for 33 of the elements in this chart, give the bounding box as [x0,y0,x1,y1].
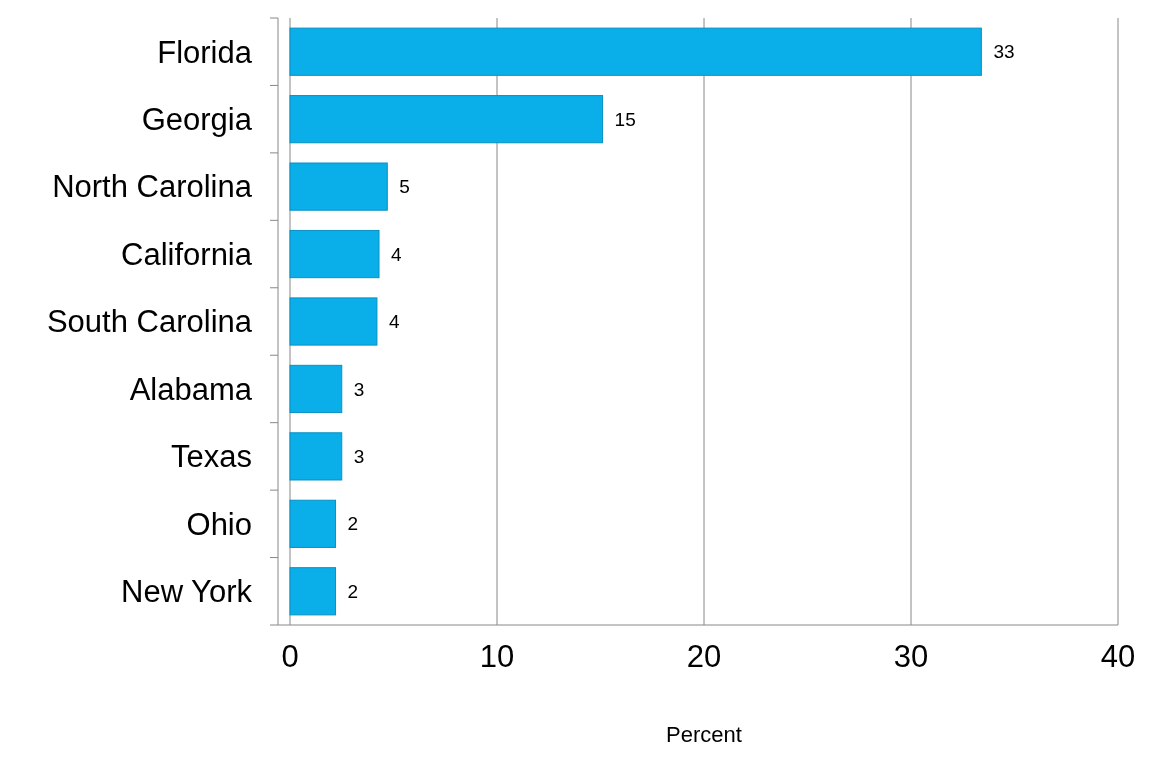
x-axis-title: Percent [666,722,742,747]
bar [289,162,388,211]
bar [289,432,343,481]
data-label: 33 [993,41,1015,63]
y-tick-label: Alabama [129,371,253,407]
data-label: 4 [388,311,400,333]
bar [289,27,982,76]
y-tick-label: Florida [157,34,253,70]
x-tick-label: 0 [281,639,299,674]
bar [289,297,378,346]
bar [289,364,343,414]
data-label: 3 [353,378,365,400]
y-tick-label: New York [121,574,253,610]
y-tick-label: South Carolina [46,304,253,340]
data-label: 15 [614,108,636,130]
data-label: 2 [347,513,359,535]
data-label: 4 [391,243,403,265]
y-tick-label: North Carolina [52,169,253,205]
bar [289,499,337,548]
x-tick-label: 30 [893,639,929,674]
bar [289,95,604,144]
bar [289,229,380,279]
x-tick-label: 10 [479,639,515,674]
data-label: 3 [353,446,365,468]
x-tick-label: 20 [686,639,722,674]
y-tick-label: Texas [171,439,252,475]
y-tick-label: Ohio [186,506,252,542]
y-tick-label: Georgia [141,102,253,138]
data-label: 5 [399,176,410,198]
data-label: 2 [347,580,359,602]
bar [289,567,337,616]
x-tick-label: 40 [1100,639,1136,674]
y-tick-label: California [121,236,253,272]
